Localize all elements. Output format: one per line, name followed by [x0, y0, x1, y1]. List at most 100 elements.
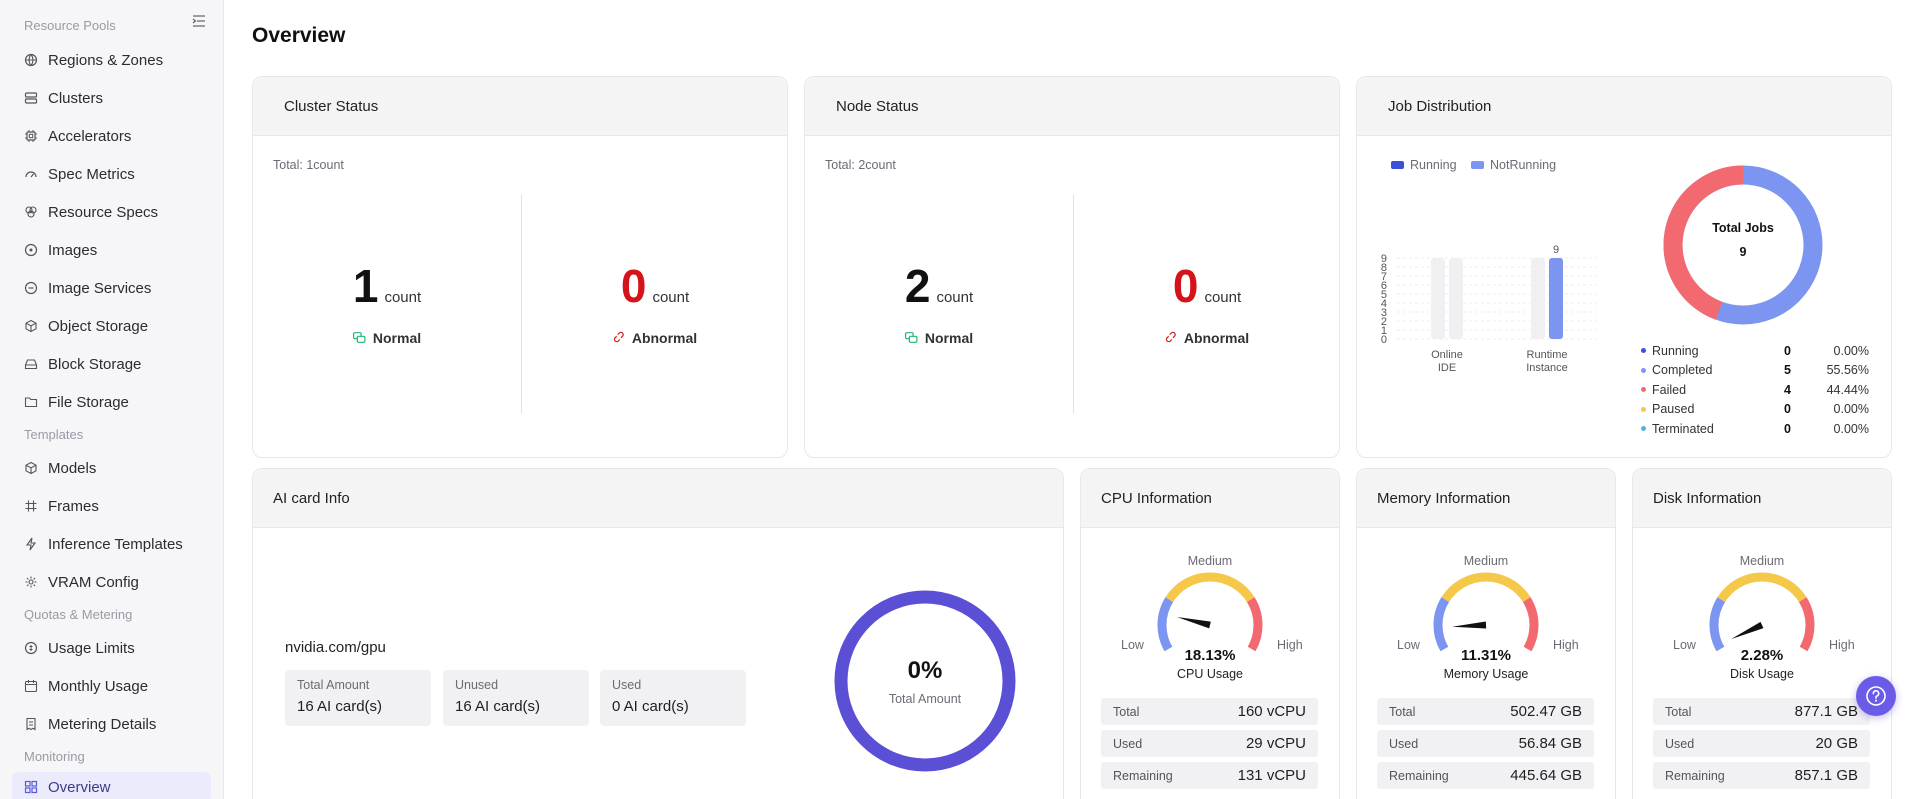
- row-label: Used: [1665, 736, 1695, 751]
- sidebar-item-overview[interactable]: Overview: [12, 772, 211, 799]
- y-tick-label: 0: [1381, 334, 1387, 346]
- abnormal-count: 0 count: [621, 263, 689, 309]
- ai-card-ring-chart: [834, 590, 1016, 772]
- sidebar-item-usage-limits[interactable]: Usage Limits: [12, 631, 211, 665]
- y-tick-label: 8: [1381, 262, 1387, 274]
- donut-total: 9: [1739, 245, 1747, 259]
- y-tick-label: 5: [1381, 289, 1387, 301]
- job-pct: 44.44%: [1826, 382, 1869, 397]
- row-used: Used 20 GB: [1653, 730, 1870, 757]
- job-row-terminated: Terminated 0 0.00%: [1641, 419, 1869, 439]
- sidebar-item-block-storage[interactable]: Block Storage: [12, 347, 211, 381]
- unit-label: count: [384, 289, 422, 306]
- sidebar-item-accelerators[interactable]: Accelerators: [12, 119, 211, 153]
- memory-information-card: Memory Information Medium Low High 11.31…: [1356, 468, 1616, 799]
- normal-label: Normal: [372, 330, 422, 346]
- chip-icon: [24, 129, 38, 143]
- donut-title: Total Jobs: [1712, 221, 1774, 235]
- row-value: 29 vCPU: [1245, 735, 1306, 752]
- grid-icon: [24, 780, 38, 794]
- normal-value: 2: [904, 260, 931, 312]
- cube-icon: [24, 319, 38, 333]
- row-remaining: Remaining 857.1 GB: [1653, 762, 1870, 789]
- sidebar-item-frames[interactable]: Frames: [12, 489, 211, 523]
- row-used: Used 56.84 GB: [1377, 730, 1594, 757]
- abnormal-value: 0: [1172, 260, 1199, 312]
- sidebar-item-image-services[interactable]: Image Services: [12, 271, 211, 305]
- hard-drive-icon: [24, 357, 38, 371]
- stat-label: Used: [612, 678, 642, 692]
- total-count: Total: 1count: [273, 158, 344, 172]
- normal-status: Normal: [352, 330, 422, 346]
- gauge-needle: [1452, 621, 1487, 629]
- gauge-icon: [24, 167, 38, 181]
- legend-notrunning[interactable]: NotRunning: [1471, 158, 1556, 172]
- sidebar-item-inference-templates[interactable]: Inference Templates: [12, 527, 211, 561]
- normal-count: 1 count: [353, 263, 421, 309]
- normal-label: Normal: [924, 330, 974, 346]
- row-total: Total 160 vCPU: [1101, 698, 1318, 725]
- y-tick-label: 3: [1381, 307, 1387, 319]
- divider: [521, 194, 522, 414]
- cpu-information-card: CPU Information Medium Low High 18.13% C…: [1080, 468, 1340, 799]
- gauge-arc-high: [1522, 597, 1539, 652]
- abnormal-label: Abnormal: [1183, 330, 1250, 346]
- legend-running[interactable]: Running: [1391, 158, 1457, 172]
- sidebar-item-label: Overview: [48, 778, 111, 796]
- stat-total-amount: Total Amount 16 AI card(s): [285, 670, 431, 726]
- gpu-resource-name: nvidia.com/gpu: [285, 639, 386, 656]
- sidebar-item-metering-details[interactable]: Metering Details: [12, 707, 211, 741]
- sidebar-item-monthly-usage[interactable]: Monthly Usage: [12, 669, 211, 703]
- ring-percent: 0%: [907, 657, 943, 684]
- memory-icon: [24, 575, 38, 589]
- x-tick-label: Online: [1431, 349, 1463, 361]
- job-name: Running: [1652, 343, 1699, 358]
- bar-background: [1449, 258, 1463, 339]
- gauge-caption: Disk Usage: [1730, 667, 1794, 681]
- help-button[interactable]: [1856, 676, 1896, 716]
- card-title: Memory Information: [1357, 469, 1615, 528]
- sidebar-item-label: Image Services: [48, 279, 152, 297]
- y-tick-label: 2: [1381, 316, 1387, 328]
- sidebar-item-object-storage[interactable]: Object Storage: [12, 309, 211, 343]
- y-tick-label: 4: [1381, 298, 1387, 310]
- sidebar-item-clusters[interactable]: Clusters: [12, 81, 211, 115]
- sidebar-item-images[interactable]: Images: [12, 233, 211, 267]
- normal-status-icon: [904, 330, 918, 346]
- row-value: 131 vCPU: [1237, 767, 1306, 784]
- status-dot: [1641, 348, 1646, 354]
- section-label-quotas-metering: Quotas & Metering: [24, 607, 133, 622]
- hash-icon: [24, 499, 38, 513]
- legend-label: Running: [1410, 158, 1457, 172]
- bar-notrunning[interactable]: [1549, 258, 1563, 339]
- globe-icon: [24, 53, 38, 67]
- sidebar-item-label: VRAM Config: [48, 573, 139, 591]
- unit-label: count: [1204, 289, 1242, 306]
- sidebar-item-vram-config[interactable]: VRAM Config: [12, 565, 211, 599]
- abnormal-status: Abnormal: [613, 330, 697, 346]
- sidebar-item-label: Metering Details: [48, 715, 157, 733]
- abnormal-status: Abnormal: [1165, 330, 1249, 346]
- abnormal-label: Abnormal: [631, 330, 698, 346]
- sidebar-item-file-storage[interactable]: File Storage: [12, 385, 211, 419]
- stat-value: 16 AI card(s): [297, 698, 383, 715]
- broken-link-icon: [613, 330, 625, 346]
- card-title: Job Distribution: [1357, 77, 1891, 136]
- job-name: Completed: [1652, 363, 1713, 378]
- stat-used: Used 0 AI card(s): [600, 670, 746, 726]
- sidebar-item-label: Images: [48, 241, 98, 259]
- sidebar-item-models[interactable]: Models: [12, 451, 211, 485]
- sidebar-item-regions-zones[interactable]: Regions & Zones: [12, 43, 211, 77]
- sidebar-item-resource-specs[interactable]: Resource Specs: [12, 195, 211, 229]
- job-count: 0: [1784, 402, 1791, 417]
- sidebar-item-spec-metrics[interactable]: Spec Metrics: [12, 157, 211, 191]
- unit-label: count: [936, 289, 974, 306]
- collapse-sidebar-icon[interactable]: [192, 14, 210, 30]
- sidebar-item-label: Frames: [48, 497, 99, 515]
- card-title: Cluster Status: [253, 77, 787, 136]
- gauge-percent: 2.28%: [1740, 647, 1784, 664]
- job-count: 4: [1784, 382, 1791, 397]
- y-tick-label: 1: [1381, 325, 1387, 337]
- help-icon: [1866, 686, 1886, 706]
- gauge-arc-low: [1157, 597, 1174, 652]
